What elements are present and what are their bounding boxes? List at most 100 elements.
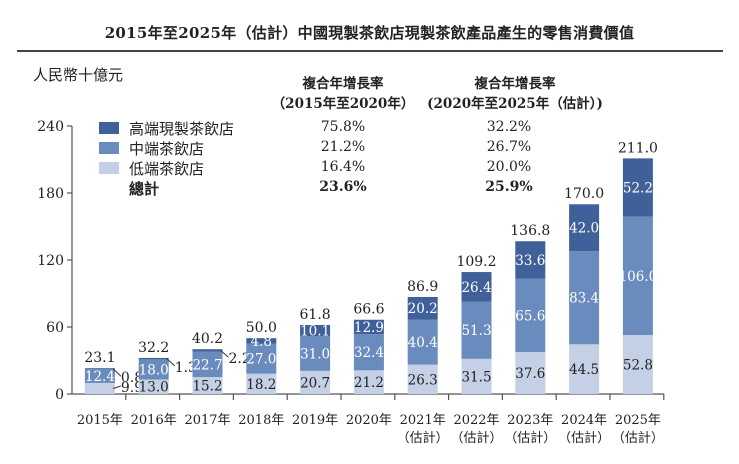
bar-segment: [461, 358, 492, 394]
bar-segment: [569, 204, 600, 252]
bar-segment: [569, 344, 600, 394]
cagr-header-2015-2020: 複合年增長率 （2015年至2020年）: [268, 74, 418, 114]
leader-line: [112, 385, 122, 389]
bar-total-label: 50.0: [246, 320, 277, 336]
leader-line: [112, 368, 122, 377]
bar-segment: [300, 324, 331, 337]
bar-segment: [407, 296, 438, 320]
cagr-value-2020-2025: 32.2%: [486, 119, 532, 135]
bar-segment: [353, 319, 384, 335]
bar-value-label: 18.0: [139, 362, 169, 378]
cagr-header-2020-2025: 複合年增長率 (2020年至2025年（估計）): [420, 74, 610, 114]
legend-label: 低端茶飲店: [129, 159, 205, 178]
bar-value-label: 40.4: [408, 335, 438, 351]
bar-value-label: 15.2: [192, 379, 222, 395]
legend-item: 低端茶飲店: [99, 159, 205, 178]
bar-segment: [407, 364, 438, 394]
legend-swatch: [99, 122, 119, 134]
bar-total-label: 86.9: [407, 279, 438, 295]
bar-value-label: 42.0: [569, 221, 599, 237]
bar-value-label: 33.6: [515, 253, 545, 269]
x-tick-estimate-note: （估計）: [611, 431, 664, 446]
bar-total-label: 40.2: [192, 331, 223, 347]
bar-segment: [138, 379, 169, 394]
bar-segment: [138, 359, 169, 380]
chart-title: 2015年至2025年（估計）中國現製茶飲店現製茶飲產品產生的零售消費價值: [104, 24, 635, 42]
cagr-value-2015-2020: 23.6%: [319, 179, 367, 195]
x-tick-year: 2019年: [292, 413, 339, 428]
cagr-header-line1: 複合年增長率: [474, 76, 556, 92]
legend-swatch: [99, 162, 119, 174]
bar-value-label: 52.2: [623, 181, 653, 197]
cagr-value-2015-2020: 75.8%: [320, 119, 366, 135]
y-tick-label: 240: [37, 119, 64, 135]
bar-total-label: 170.0: [564, 186, 604, 202]
bar-total-label: 32.2: [138, 340, 169, 356]
title-divider: [17, 50, 723, 52]
bar-value-label: 44.5: [569, 362, 599, 378]
cagr-value-2015-2020: 21.2%: [320, 139, 366, 155]
x-tick-year: 2018年: [238, 413, 285, 428]
legend-label: 總計: [129, 179, 160, 198]
x-tick-label: 2025年 （估計）: [610, 412, 666, 448]
bar-segment: [622, 158, 653, 217]
bar-total-label: 109.2: [456, 254, 496, 270]
cagr-header-line2: （2015年至2020年）: [271, 96, 415, 112]
bar-segment: [246, 338, 277, 344]
bar-segment: [622, 216, 653, 336]
bar-segment: [353, 334, 384, 371]
legend-label: 中端茶飲店: [129, 139, 205, 158]
bar-total-label: 211.0: [618, 140, 658, 156]
bar-value-label: 12.9: [354, 320, 384, 336]
x-tick-label: 2022年 （估計）: [449, 412, 505, 448]
bar-value-label: 21.2: [354, 375, 384, 391]
bar-segment: [569, 251, 600, 345]
bar-value-label: 20.7: [300, 375, 330, 391]
y-tick-label: 180: [37, 186, 64, 202]
bar-segment: [192, 349, 223, 352]
bar-value-label: 22.7: [192, 357, 222, 373]
bar-segment: [515, 241, 546, 279]
bar-segment: [300, 336, 331, 371]
x-tick-label: 2017年: [180, 412, 236, 430]
bar-segment: [192, 351, 223, 378]
x-tick-estimate-note: （估計）: [396, 431, 449, 446]
bar-segment: [246, 343, 277, 374]
bar-value-label: 31.5: [461, 369, 491, 385]
bar-value-label: 106.0: [619, 269, 658, 285]
cagr-value-2020-2025: 26.7%: [486, 139, 532, 155]
bar-total-label: 61.8: [300, 307, 331, 323]
x-tick-label: 2015年: [72, 412, 128, 430]
x-tick-label: 2018年: [233, 412, 289, 430]
y-tick-label: 60: [46, 320, 64, 336]
x-tick-year: 2020年: [345, 413, 392, 428]
cagr-header-line2: (2020年至2025年（估計）): [427, 96, 603, 112]
bar-value-label: 26.4: [461, 280, 491, 296]
bar-value-label: 32.4: [354, 345, 384, 361]
cagr-header-line1: 複合年增長率: [302, 76, 384, 92]
bar-value-label: 37.6: [515, 366, 545, 382]
bar-value-label: 51.3: [461, 323, 491, 339]
bar-value-label: 12.4: [85, 369, 115, 385]
y-tick-label: 120: [37, 253, 64, 269]
bar-segment: [246, 373, 277, 394]
bar-value-label: 83.4: [569, 291, 599, 307]
x-tick-estimate-note: （估計）: [558, 431, 611, 446]
x-tick-label: 2020年: [341, 412, 397, 430]
bar-segment: [84, 382, 115, 394]
bar-value-label: 27.0: [246, 352, 276, 368]
x-tick-year: 2022年: [453, 413, 500, 428]
bar-total-label: 23.1: [84, 350, 115, 366]
y-axis-unit-label: 人民幣十億元: [33, 66, 124, 84]
bar-segment: [84, 369, 115, 383]
x-tick-estimate-note: （估計）: [450, 431, 503, 446]
bar-value-label: 52.8: [623, 358, 653, 374]
legend-item: 中端茶飲店: [99, 139, 205, 158]
bar-value-label: 26.3: [408, 372, 438, 388]
x-tick-year: 2024年: [561, 413, 608, 428]
x-tick-label: 2019年: [287, 412, 343, 430]
bar-segment: [300, 370, 331, 394]
x-tick-year: 2021年: [399, 413, 446, 428]
bar-value-label: 31.0: [300, 347, 330, 363]
bar-segment: [84, 368, 115, 370]
